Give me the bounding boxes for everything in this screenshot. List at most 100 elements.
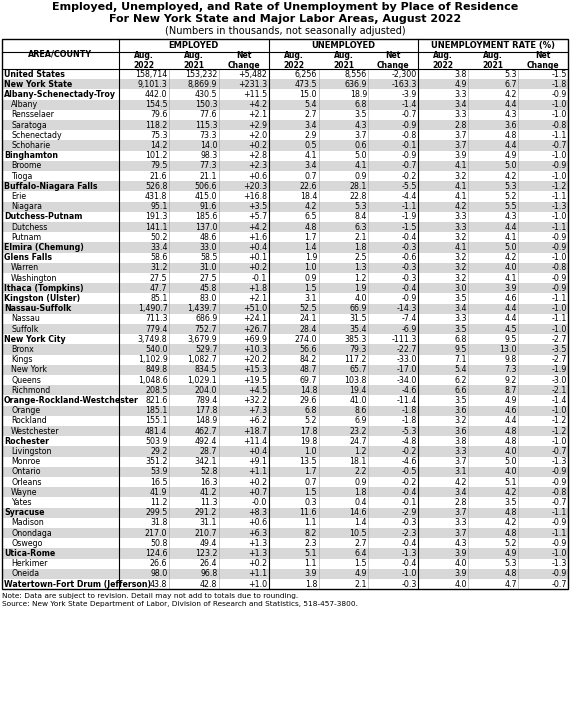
Text: -1.4: -1.4	[551, 396, 567, 405]
Text: 430.5: 430.5	[195, 90, 217, 99]
Bar	[2, 569, 568, 579]
Text: Warren: Warren	[11, 263, 39, 273]
Text: -0.7: -0.7	[401, 111, 417, 119]
Text: 158,714: 158,714	[135, 69, 168, 79]
Text: -0.9: -0.9	[551, 283, 567, 293]
Text: Elmira (Chemung): Elmira (Chemung)	[4, 243, 84, 252]
Text: +8.3: +8.3	[248, 508, 267, 517]
Text: 4.1: 4.1	[454, 161, 467, 171]
Text: 73.3: 73.3	[200, 131, 217, 140]
Text: -4.8: -4.8	[402, 437, 417, 446]
Text: 4.0: 4.0	[504, 263, 516, 273]
Text: 4.5: 4.5	[504, 325, 516, 333]
Text: -0.1: -0.1	[401, 498, 417, 507]
Text: +16.8: +16.8	[243, 192, 267, 201]
Text: 24.1: 24.1	[300, 314, 317, 323]
Text: 4.4: 4.4	[504, 416, 516, 426]
Text: 1.0: 1.0	[304, 263, 317, 273]
Text: 4.4: 4.4	[504, 304, 516, 313]
Text: 11.2: 11.2	[150, 498, 168, 507]
Text: 43.8: 43.8	[150, 580, 168, 588]
Text: +11.5: +11.5	[243, 90, 267, 99]
Text: Kings: Kings	[11, 355, 32, 364]
Text: +231.3: +231.3	[238, 80, 267, 89]
Text: 53.9: 53.9	[150, 468, 168, 476]
Text: 4.4: 4.4	[504, 314, 516, 323]
Text: 1.2: 1.2	[355, 447, 367, 456]
Text: -14.3: -14.3	[397, 304, 417, 313]
Text: 3.7: 3.7	[355, 131, 367, 140]
Text: 8.7: 8.7	[504, 386, 516, 395]
Text: Niagara: Niagara	[11, 202, 42, 211]
Text: -1.0: -1.0	[551, 100, 567, 109]
Text: 1,029.1: 1,029.1	[188, 376, 217, 385]
Text: +20.3: +20.3	[243, 182, 267, 191]
Text: 1,490.7: 1,490.7	[137, 304, 168, 313]
Text: -1.0: -1.0	[551, 304, 567, 313]
Text: 5.0: 5.0	[504, 457, 516, 466]
Text: 3.3: 3.3	[454, 212, 467, 221]
Text: -0.4: -0.4	[401, 283, 417, 293]
Text: -2,300: -2,300	[392, 69, 417, 79]
Text: 274.0: 274.0	[295, 335, 317, 344]
Text: +19.5: +19.5	[243, 376, 267, 385]
Text: 17.8: 17.8	[300, 426, 317, 436]
Text: 137.0: 137.0	[195, 223, 217, 231]
Text: 6.3: 6.3	[355, 223, 367, 231]
Text: +1.3: +1.3	[248, 549, 267, 558]
Text: 3.6: 3.6	[454, 406, 467, 416]
Text: 52.8: 52.8	[200, 468, 217, 476]
Text: 5.3: 5.3	[355, 202, 367, 211]
Text: 9.8: 9.8	[504, 355, 516, 364]
Text: -0.9: -0.9	[551, 161, 567, 171]
Text: +2.1: +2.1	[248, 111, 267, 119]
Text: 210.7: 210.7	[195, 528, 217, 538]
Text: 41.2: 41.2	[200, 488, 217, 497]
Bar	[2, 528, 568, 538]
Text: +0.2: +0.2	[248, 141, 267, 150]
Text: 3.9: 3.9	[504, 283, 516, 293]
Text: +1.6: +1.6	[248, 233, 267, 242]
Text: -1.2: -1.2	[551, 182, 567, 191]
Text: -1.2: -1.2	[551, 426, 567, 436]
Text: 31.2: 31.2	[150, 263, 168, 273]
Text: 0.5: 0.5	[304, 141, 317, 150]
Text: 21.6: 21.6	[150, 171, 168, 181]
Text: 3.1: 3.1	[304, 294, 317, 303]
Text: 431.8: 431.8	[145, 192, 168, 201]
Text: 4.6: 4.6	[504, 294, 516, 303]
Text: -0.2: -0.2	[401, 478, 417, 487]
Text: -0.3: -0.3	[401, 518, 417, 528]
Text: +0.4: +0.4	[248, 447, 267, 456]
Text: 3.8: 3.8	[454, 437, 467, 446]
Text: 13.5: 13.5	[300, 457, 317, 466]
Text: -1.5: -1.5	[401, 223, 417, 231]
Text: 3.3: 3.3	[454, 314, 467, 323]
Text: -0.3: -0.3	[401, 263, 417, 273]
Text: 5.0: 5.0	[504, 243, 516, 252]
Text: +6.3: +6.3	[248, 528, 267, 538]
Text: 79.6: 79.6	[150, 111, 168, 119]
Text: 1.1: 1.1	[304, 559, 317, 568]
Text: Aug.
2022: Aug. 2022	[433, 51, 454, 70]
Text: 4.9: 4.9	[504, 549, 516, 558]
Text: +51.0: +51.0	[243, 304, 267, 313]
Text: 4.1: 4.1	[504, 233, 516, 242]
Text: -0.9: -0.9	[551, 478, 567, 487]
Text: Ithaca (Tompkins): Ithaca (Tompkins)	[4, 283, 83, 293]
Text: Aug.
2021: Aug. 2021	[483, 51, 504, 70]
Text: 13.0: 13.0	[499, 345, 516, 354]
Text: Suffolk: Suffolk	[11, 325, 38, 333]
Text: 4.2: 4.2	[304, 202, 317, 211]
Text: 208.5: 208.5	[145, 386, 168, 395]
Text: Syracuse: Syracuse	[4, 508, 44, 517]
Text: 1.8: 1.8	[355, 488, 367, 497]
Text: 6,256: 6,256	[295, 69, 317, 79]
Text: 462.7: 462.7	[195, 426, 217, 436]
Text: 15.0: 15.0	[300, 90, 317, 99]
Text: 154.5: 154.5	[145, 100, 168, 109]
Text: 6.4: 6.4	[355, 549, 367, 558]
Text: 4.1: 4.1	[454, 192, 467, 201]
Text: -0.1: -0.1	[401, 141, 417, 150]
Text: 45.8: 45.8	[200, 283, 217, 293]
